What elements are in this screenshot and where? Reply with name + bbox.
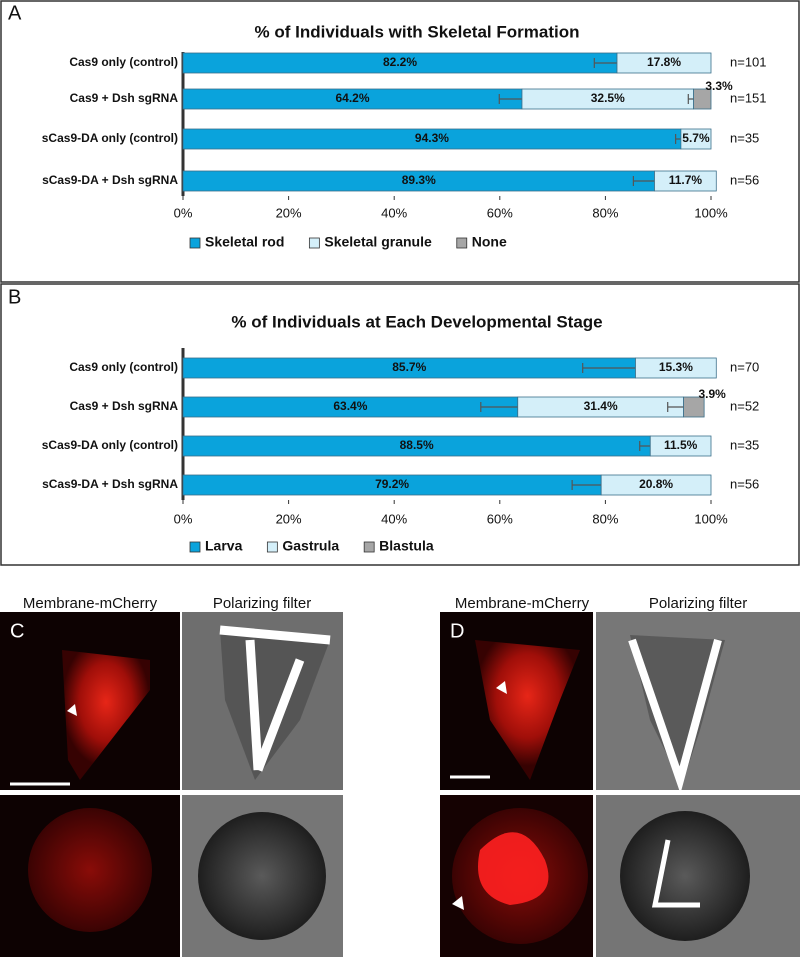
value-label: 31.4% — [584, 399, 618, 413]
value-label: 3.9% — [698, 387, 726, 401]
charts: A % of Individuals with Skeletal Formatio… — [8, 2, 767, 553]
chart-title: % of Individuals with Skeletal Formation — [255, 22, 580, 41]
value-label: 64.2% — [335, 91, 369, 105]
n-label: n=35 — [730, 437, 759, 452]
image-content — [28, 808, 152, 932]
divider — [0, 791, 343, 795]
legend-swatch — [189, 237, 201, 249]
chart-title: % of Individuals at Each Developmental S… — [231, 312, 602, 331]
n-label: n=56 — [730, 172, 759, 187]
category-label: sCas9-DA + Dsh sgRNA — [42, 173, 178, 187]
value-label: 32.5% — [591, 91, 625, 105]
x-tick-label: 0% — [174, 205, 193, 220]
bar-segment — [635, 357, 717, 379]
legend-label: Blastula — [379, 538, 434, 554]
channel-label: Polarizing filter — [649, 595, 747, 612]
category-label: sCas9-DA only (control) — [42, 131, 178, 145]
bar-segment — [616, 52, 712, 74]
x-tick-label: 40% — [381, 205, 407, 220]
value-label: 89.3% — [402, 173, 436, 187]
value-label: 82.2% — [383, 55, 417, 69]
channel-label: Membrane-mCherry — [455, 595, 590, 612]
n-label: n=151 — [730, 90, 767, 105]
image-content — [651, 839, 700, 908]
image-content — [478, 832, 549, 905]
x-tick-label: 80% — [592, 205, 618, 220]
channel-label: Membrane-mCherry — [23, 595, 158, 612]
image-content — [62, 650, 150, 780]
arrowhead — [496, 681, 507, 694]
value-label: 63.4% — [333, 399, 367, 413]
x-tick-label: 100% — [694, 205, 728, 220]
arrowhead — [452, 896, 464, 910]
channel-label: Polarizing filter — [213, 595, 311, 612]
x-tick-label: 20% — [276, 205, 302, 220]
value-label: 3.3% — [705, 79, 733, 93]
bar-segment — [693, 88, 712, 110]
panel-label: A — [8, 2, 22, 24]
x-tick-label: 60% — [487, 511, 513, 526]
image-content — [620, 811, 750, 941]
panel-label: C — [10, 620, 24, 642]
category-label: Cas9 only (control) — [69, 55, 178, 69]
legend-swatch — [189, 541, 201, 553]
n-label: n=56 — [730, 476, 759, 491]
image-content — [630, 635, 725, 785]
x-tick-label: 80% — [592, 511, 618, 526]
bar-segment — [649, 435, 712, 457]
legend-swatch — [266, 541, 278, 553]
legend-swatch — [456, 237, 468, 249]
value-label: 79.2% — [375, 477, 409, 491]
panel-label: B — [8, 286, 21, 308]
category-label: Cas9 only (control) — [69, 360, 178, 374]
value-label: 94.3% — [415, 131, 449, 145]
bar-segment — [683, 396, 705, 418]
image-content — [198, 812, 326, 940]
value-label: 20.8% — [639, 477, 673, 491]
image-panels — [0, 612, 800, 957]
value-label: 15.3% — [659, 360, 693, 374]
legend-label: Skeletal granule — [324, 234, 432, 250]
arrowhead — [67, 704, 77, 716]
category-label: sCas9-DA only (control) — [42, 438, 178, 452]
category-label: Cas9 + Dsh sgRNA — [70, 399, 179, 413]
value-label: 5.7% — [682, 131, 710, 145]
divider — [440, 791, 800, 795]
n-label: n=52 — [730, 398, 759, 413]
value-label: 17.8% — [647, 55, 681, 69]
value-label: 11.5% — [664, 438, 698, 452]
legend-swatch — [308, 237, 320, 249]
category-label: sCas9-DA + Dsh sgRNA — [42, 477, 178, 491]
n-label: n=70 — [730, 359, 759, 374]
panel-frame — [0, 0, 800, 283]
bar-segment — [654, 170, 717, 192]
value-label: 11.7% — [669, 173, 703, 187]
value-label: 88.5% — [400, 438, 434, 452]
category-label: Cas9 + Dsh sgRNA — [70, 91, 179, 105]
image-content — [475, 640, 580, 780]
legend-label: Gastrula — [282, 538, 339, 554]
n-label: n=35 — [730, 130, 759, 145]
image-content — [219, 625, 331, 772]
image-content — [628, 638, 722, 794]
legend-swatch — [363, 541, 375, 553]
bar-segment — [680, 128, 712, 150]
x-tick-label: 40% — [381, 511, 407, 526]
x-tick-label: 100% — [694, 511, 728, 526]
value-label: 85.7% — [392, 360, 426, 374]
legend-label: None — [472, 234, 507, 250]
bar-segment — [600, 474, 712, 496]
x-tick-label: 60% — [487, 205, 513, 220]
n-label: n=101 — [730, 54, 767, 69]
legend-label: Skeletal rod — [205, 234, 284, 250]
x-tick-label: 20% — [276, 511, 302, 526]
panel-label: D — [450, 620, 464, 642]
panel-frame — [0, 283, 800, 566]
legend-label: Larva — [205, 538, 243, 554]
x-tick-label: 0% — [174, 511, 193, 526]
